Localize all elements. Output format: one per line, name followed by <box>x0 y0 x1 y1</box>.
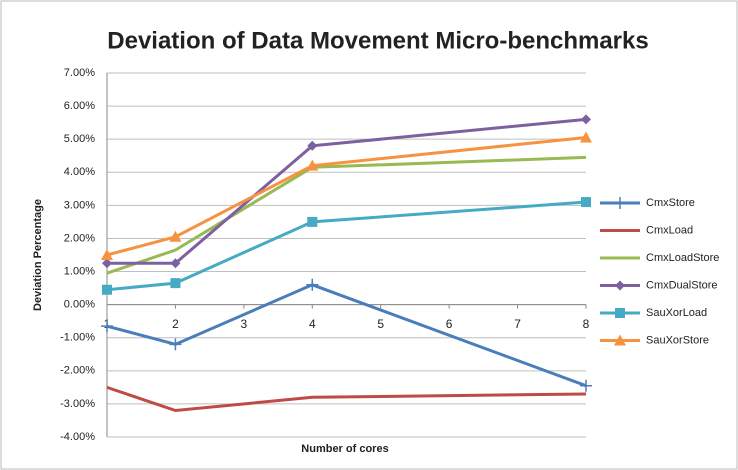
data-point <box>306 159 319 171</box>
legend-label: CmxLoad <box>646 224 693 236</box>
series-line <box>106 200 587 292</box>
x-axis-label: Number of cores <box>301 443 388 455</box>
x-tick-label: 7 <box>514 317 521 331</box>
data-point <box>307 140 318 151</box>
data-point <box>102 284 112 295</box>
legend-marker <box>615 308 625 318</box>
data-point <box>169 338 182 351</box>
x-tick-label: 4 <box>309 317 316 331</box>
data-point <box>170 278 181 289</box>
data-point <box>580 379 592 392</box>
y-tick-label: -3.00% <box>60 398 95 410</box>
y-tick-label: -1.00% <box>60 332 95 344</box>
y-tick-label: 6.00% <box>64 100 95 112</box>
data-point <box>581 114 591 125</box>
y-tick-label: 0.00% <box>64 299 95 311</box>
legend-label: CmxStore <box>646 197 695 209</box>
y-tick-label: -2.00% <box>60 365 95 377</box>
series-line <box>106 155 587 275</box>
y-tick-label: 7.00% <box>64 67 95 79</box>
y-axis-label: Deviation Percentage <box>32 199 44 311</box>
legend-label: SauXorLoad <box>646 307 707 319</box>
y-tick-label: 2.00% <box>64 232 95 244</box>
data-point <box>580 131 592 143</box>
data-point <box>102 258 112 269</box>
x-tick-label: 5 <box>377 317 384 331</box>
legend-label: CmxLoadStore <box>646 252 719 264</box>
data-point <box>306 278 319 291</box>
legend-label: SauXorStore <box>646 334 709 346</box>
data-point <box>169 230 182 242</box>
y-tick-label: 1.00% <box>64 265 95 277</box>
legend-label: CmxDualStore <box>646 279 718 291</box>
y-tick-label: -4.00% <box>60 431 95 443</box>
data-point <box>101 249 113 260</box>
x-tick-label: 3 <box>241 317 248 331</box>
x-tick-label: 8 <box>583 317 590 331</box>
data-point <box>101 320 113 333</box>
data-point <box>307 216 318 227</box>
legend-marker <box>615 280 625 291</box>
series-line <box>107 117 587 265</box>
legend-marker <box>614 197 626 209</box>
series-line <box>106 385 587 413</box>
series-line <box>106 136 587 257</box>
y-tick-label: 5.00% <box>64 133 95 145</box>
series-line <box>106 283 587 388</box>
y-tick-label: 3.00% <box>64 199 95 211</box>
x-tick-label: 6 <box>446 317 453 331</box>
legend-marker <box>614 334 626 346</box>
x-tick-label: 2 <box>172 317 179 331</box>
data-point <box>170 258 181 269</box>
chart-title: Deviation of Data Movement Micro-benchma… <box>107 27 648 54</box>
y-tick-label: 4.00% <box>64 166 95 178</box>
data-point <box>581 197 591 208</box>
